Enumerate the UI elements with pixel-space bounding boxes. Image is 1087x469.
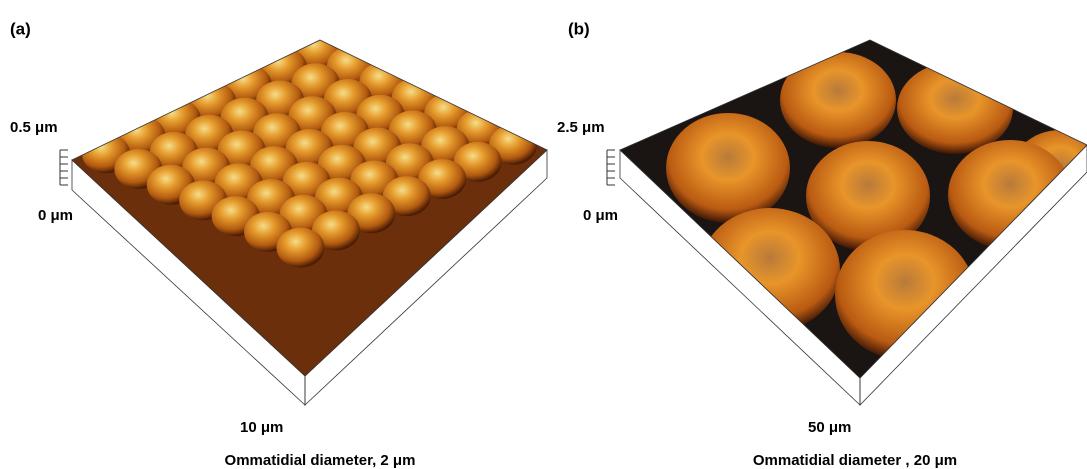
dome (666, 113, 790, 223)
dome (780, 52, 896, 148)
caption: Ommatidial diameter , 20 μm (753, 452, 957, 469)
panel-b: (b) 2.5 μm 0 μm 50 μm Ommatidial diamete… (557, 19, 1087, 468)
x-extent-label: 50 μm (808, 419, 851, 436)
dome (835, 230, 975, 360)
z-top-label: 2.5 μm (557, 119, 605, 136)
z-bottom-label: 0 μm (38, 207, 73, 224)
surface-domes (666, 52, 1087, 360)
dome (948, 140, 1072, 250)
x-extent-label: 10 μm (240, 419, 283, 436)
panel-label: (b) (568, 19, 590, 38)
dome (897, 62, 1013, 154)
z-bottom-label: 0 μm (583, 207, 618, 224)
dome (700, 208, 840, 332)
dome (277, 228, 325, 268)
z-top-label: 0.5 μm (10, 119, 58, 136)
caption: Ommatidial diameter, 2 μm (225, 452, 416, 469)
figure: (a) 0.5 μm 0 μm 10 μm Ommatidial diamete… (0, 0, 1087, 469)
panel-label: (a) (10, 19, 31, 38)
panel-a: (a) 0.5 μm 0 μm 10 μm Ommatidial diamete… (10, 19, 547, 468)
